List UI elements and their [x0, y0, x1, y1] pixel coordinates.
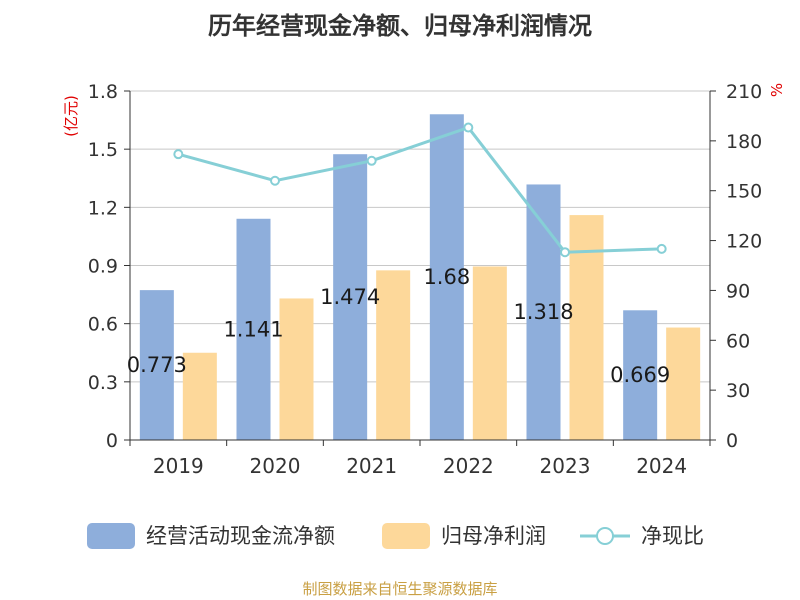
data-source-note: 制图数据来自恒生聚源数据库 [302, 580, 498, 598]
legend-label-cash-flow: 经营活动现金流净额 [146, 524, 335, 548]
data-label: 0.669 [610, 363, 670, 387]
legend-label-net-profit: 归母净利润 [441, 524, 546, 548]
y-left-tick-label: 0.3 [88, 372, 118, 394]
y-right-tick-label: 210 [726, 81, 762, 103]
bar-cash-flow [526, 184, 561, 440]
bar-cash-flow [236, 218, 271, 440]
y-left-tick-label: 0.9 [88, 256, 118, 278]
x-tick-label: 2022 [443, 454, 494, 478]
chart-title: 历年经营现金净额、归母净利润情况 [208, 12, 592, 40]
x-tick-label: 2021 [346, 454, 397, 478]
y-right-unit-label: % [768, 83, 786, 97]
data-label: 0.773 [127, 353, 187, 377]
x-tick-label: 2024 [636, 454, 687, 478]
bar-net-profit [569, 215, 604, 440]
y-right-tick-label: 90 [726, 280, 750, 302]
data-label: 1.141 [223, 317, 283, 341]
y-left-tick-label: 1.5 [88, 139, 118, 161]
legend-swatch-net-profit [382, 523, 430, 549]
y-right-tick-label: 60 [726, 330, 750, 352]
y-right-tick-label: 30 [726, 380, 750, 402]
y-left-tick-label: 1.2 [88, 197, 118, 219]
x-tick-label: 2020 [250, 454, 301, 478]
data-label: 1.68 [423, 265, 470, 289]
bar-cash-flow [333, 154, 368, 441]
line-point [366, 155, 377, 166]
bar-net-profit [666, 327, 701, 440]
y-left-tick-label: 1.8 [88, 81, 118, 103]
bar-cash-flow [139, 290, 174, 440]
y-left-tick-label: 0 [106, 430, 118, 452]
bar-cash-flow [623, 310, 658, 440]
line-point [656, 243, 667, 254]
line-point [463, 122, 474, 133]
bar-net-profit [472, 266, 507, 440]
legend-swatch-line-marker [596, 527, 614, 545]
line-point [270, 175, 280, 186]
y-right-tick-label: 150 [726, 181, 762, 203]
bar-net-profit [376, 270, 411, 440]
legend-label-net-cash-ratio: 净现比 [641, 524, 704, 548]
y-left-tick-label: 0.6 [88, 314, 118, 336]
x-tick-label: 2023 [540, 454, 591, 478]
line-net-cash-ratio [177, 125, 662, 254]
bar-net-profit [279, 298, 314, 440]
y-right-tick-label: 120 [726, 231, 762, 253]
y-right-tick-label: 0 [726, 430, 738, 452]
data-label: 1.318 [513, 300, 573, 324]
bar-net-profit [182, 352, 217, 440]
bar-cash-flow [429, 114, 464, 441]
y-right-tick-label: 180 [726, 131, 762, 153]
data-label: 1.474 [320, 285, 380, 309]
y-left-unit-label: (亿元) [62, 95, 80, 137]
legend-swatch-cash-flow [87, 523, 135, 549]
line-point [560, 247, 570, 258]
line-point [173, 149, 184, 160]
x-tick-label: 2019 [153, 454, 204, 478]
